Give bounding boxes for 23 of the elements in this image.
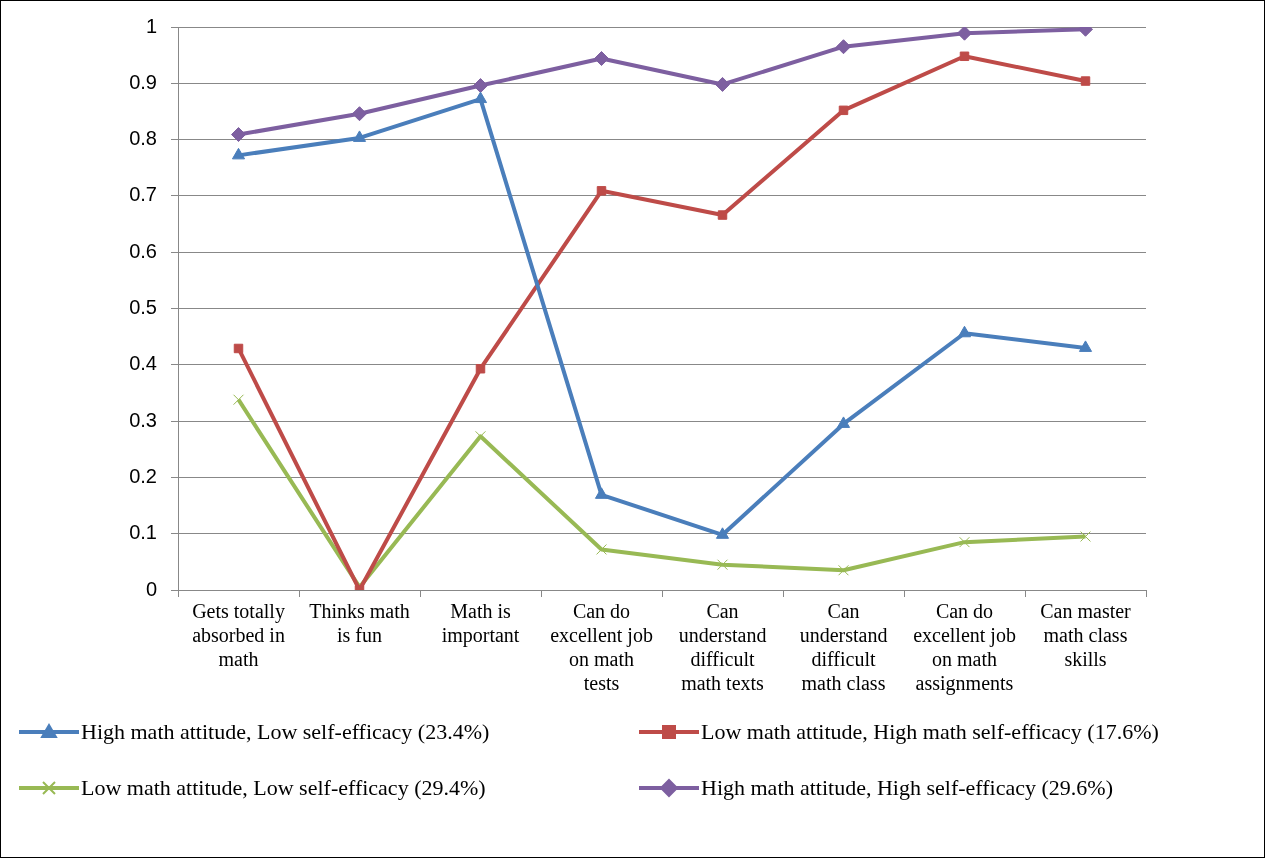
x-tick-label: Can understand difficult math class [799, 600, 888, 695]
y-tick-label: 0.9 [129, 70, 157, 93]
legend-label: Low math attitude, High math self-efficacy (17.6%) [701, 719, 1159, 745]
x-tick-label: Can do excellent job on math tests [550, 600, 653, 695]
legend-label: High math attitude, High self-efficacy (29.6%) [701, 775, 1113, 801]
y-tick-label: 0.8 [129, 127, 157, 150]
x-tick-label: Can understand difficult math texts [678, 600, 767, 695]
y-tick-label: 0.3 [129, 408, 157, 431]
y-tick-label: 0.7 [129, 183, 157, 206]
y-tick-label: 1 [145, 14, 157, 37]
x-tick-label: Thinks math is fun [309, 600, 410, 647]
y-tick-label: 0 [145, 577, 157, 600]
y-tick-label: 0.5 [129, 296, 157, 319]
y-tick-label: 0.6 [129, 239, 157, 262]
y-tick-label: 0.1 [129, 521, 157, 544]
x-tick-label: Can do excellent job on math assignments [913, 600, 1016, 696]
y-tick-label: 0.2 [129, 464, 157, 487]
x-tick-label: Gets totally absorbed in math [192, 600, 285, 671]
x-tick-label: Math is important [441, 600, 520, 648]
legend-label: Low math attitude, Low self-efficacy (29.4%) [81, 775, 486, 801]
x-tick-label: Can master math class skills [1040, 600, 1132, 671]
y-tick-label: 0.4 [129, 352, 157, 375]
legend-label: High math attitude, Low self-efficacy (23.4%) [81, 719, 490, 745]
